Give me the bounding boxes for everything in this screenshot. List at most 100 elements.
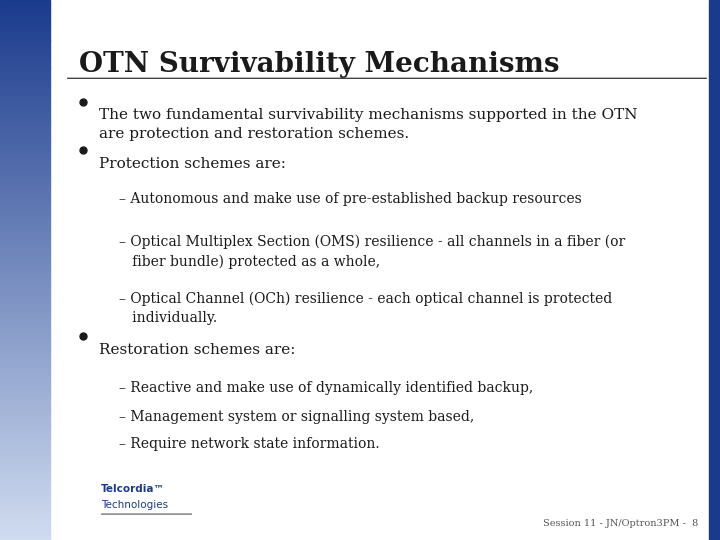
- Bar: [0, 408, 50, 410]
- Bar: [0, 81, 50, 84]
- Bar: [0, 62, 50, 65]
- Bar: [0, 205, 50, 208]
- Bar: [0, 238, 50, 240]
- Bar: [0, 14, 50, 16]
- Bar: [0, 416, 50, 418]
- Bar: [0, 146, 50, 148]
- Bar: [0, 351, 50, 354]
- Bar: [0, 19, 50, 22]
- Bar: [0, 267, 50, 270]
- Bar: [0, 486, 50, 489]
- Bar: [0, 89, 50, 92]
- Bar: [0, 383, 50, 386]
- Bar: [0, 275, 50, 278]
- Bar: [0, 208, 50, 211]
- Bar: [0, 265, 50, 267]
- Bar: [0, 518, 50, 521]
- Text: Session 11 - JN/Optron3PM -  8: Session 11 - JN/Optron3PM - 8: [543, 519, 698, 528]
- Bar: [0, 370, 50, 373]
- Bar: [0, 459, 50, 462]
- Bar: [0, 343, 50, 346]
- Bar: [0, 143, 50, 146]
- Bar: [0, 113, 50, 116]
- Bar: [0, 86, 50, 89]
- Bar: [0, 43, 50, 46]
- Bar: [0, 335, 50, 338]
- Bar: [0, 184, 50, 186]
- Bar: [0, 286, 50, 289]
- Bar: [0, 348, 50, 351]
- Bar: [0, 16, 50, 19]
- Bar: [0, 111, 50, 113]
- Bar: [0, 338, 50, 340]
- Bar: [0, 132, 50, 135]
- Bar: [0, 65, 50, 68]
- Bar: [0, 481, 50, 483]
- Bar: [0, 248, 50, 251]
- Bar: [0, 378, 50, 381]
- Bar: [0, 302, 50, 305]
- Bar: [0, 78, 50, 81]
- Bar: [0, 297, 50, 300]
- Bar: [0, 300, 50, 302]
- Bar: [0, 54, 50, 57]
- Bar: [0, 467, 50, 470]
- Bar: [0, 173, 50, 176]
- Bar: [0, 505, 50, 508]
- Bar: [0, 0, 50, 3]
- Bar: [0, 100, 50, 103]
- Bar: [0, 475, 50, 478]
- Text: – Management system or signalling system based,: – Management system or signalling system…: [119, 410, 474, 424]
- Bar: [0, 429, 50, 432]
- Bar: [0, 310, 50, 313]
- Bar: [0, 443, 50, 445]
- Bar: [0, 240, 50, 243]
- Bar: [0, 491, 50, 494]
- Bar: [0, 535, 50, 537]
- Bar: [0, 446, 50, 448]
- Bar: [0, 51, 50, 54]
- Bar: [0, 194, 50, 197]
- Bar: [0, 30, 50, 32]
- Bar: [0, 470, 50, 472]
- Bar: [0, 400, 50, 402]
- Bar: [0, 289, 50, 292]
- Bar: [0, 402, 50, 405]
- Bar: [0, 359, 50, 362]
- Bar: [0, 219, 50, 221]
- Bar: [0, 211, 50, 213]
- Bar: [0, 462, 50, 464]
- Bar: [0, 451, 50, 454]
- Bar: [0, 497, 50, 500]
- Bar: [0, 292, 50, 294]
- Text: Protection schemes are:: Protection schemes are:: [99, 157, 287, 171]
- Bar: [0, 421, 50, 424]
- Bar: [0, 354, 50, 356]
- Bar: [0, 418, 50, 421]
- Bar: [0, 162, 50, 165]
- Bar: [0, 410, 50, 413]
- Bar: [0, 278, 50, 281]
- Bar: [0, 130, 50, 132]
- Bar: [0, 356, 50, 359]
- Bar: [0, 5, 50, 8]
- Bar: [0, 305, 50, 308]
- Text: – Reactive and make use of dynamically identified backup,: – Reactive and make use of dynamically i…: [119, 381, 533, 395]
- Bar: [0, 394, 50, 397]
- Bar: [0, 27, 50, 30]
- Bar: [0, 243, 50, 246]
- Bar: [0, 154, 50, 157]
- Bar: [0, 24, 50, 27]
- Bar: [0, 224, 50, 227]
- Text: – Optical Multiplex Section (OMS) resilience - all channels in a fiber (or
   fi: – Optical Multiplex Section (OMS) resili…: [119, 235, 625, 269]
- Bar: [0, 200, 50, 202]
- Bar: [0, 254, 50, 256]
- Bar: [0, 273, 50, 275]
- Bar: [0, 68, 50, 70]
- Bar: [0, 46, 50, 49]
- Bar: [0, 165, 50, 167]
- Bar: [0, 281, 50, 284]
- Text: Technologies: Technologies: [101, 500, 168, 510]
- Bar: [0, 181, 50, 184]
- Bar: [0, 537, 50, 540]
